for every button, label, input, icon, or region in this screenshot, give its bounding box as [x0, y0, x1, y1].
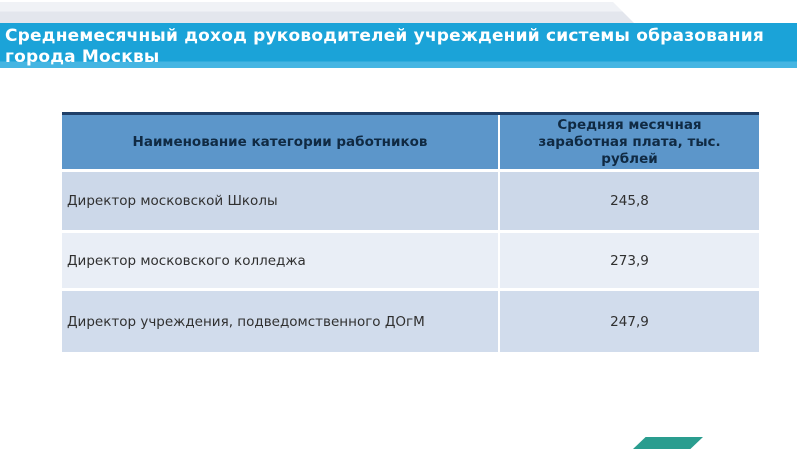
column-divider: [498, 115, 500, 169]
category-cell: Директор московского колледжа: [62, 233, 498, 288]
table-row: Директор московского колледжа 273,9: [62, 233, 759, 288]
salary-cell: 245,8: [500, 172, 759, 230]
slide-title: Среднемесячный доход руководителей учреж…: [5, 26, 764, 67]
column-header-category: Наименование категории работников: [62, 115, 498, 169]
category-cell: Директор московской Школы: [62, 172, 498, 230]
salary-cell: 247,9: [500, 291, 759, 352]
salary-cell: 273,9: [500, 233, 759, 288]
column-divider: [498, 233, 500, 288]
bottom-accent-shape: [633, 437, 703, 449]
table-row: Директор московской Школы 245,8: [62, 172, 759, 230]
table-header-row: Наименование категории работников Средня…: [62, 115, 759, 169]
column-divider: [498, 172, 500, 230]
column-divider: [498, 291, 500, 352]
category-cell: Директор учреждения, подведомственного Д…: [62, 291, 498, 352]
table-top-border: [62, 112, 759, 115]
salary-table: Наименование категории работников Средня…: [62, 112, 759, 352]
table-row: Директор учреждения, подведомственного Д…: [62, 291, 759, 352]
title-banner: Среднемесячный доход руководителей учреж…: [0, 23, 797, 68]
top-accent-band: [0, 2, 634, 23]
column-header-salary: Средняя месячная заработная плата, тыс. …: [500, 115, 759, 169]
